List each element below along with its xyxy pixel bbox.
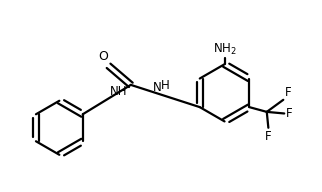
Text: F: F [286,107,292,120]
Text: F: F [265,130,272,143]
Text: NH$_2$: NH$_2$ [213,42,236,57]
Text: N: N [153,81,162,94]
Text: O: O [98,50,108,63]
Text: NH: NH [110,85,128,98]
Text: H: H [161,79,170,92]
Text: F: F [285,86,291,99]
